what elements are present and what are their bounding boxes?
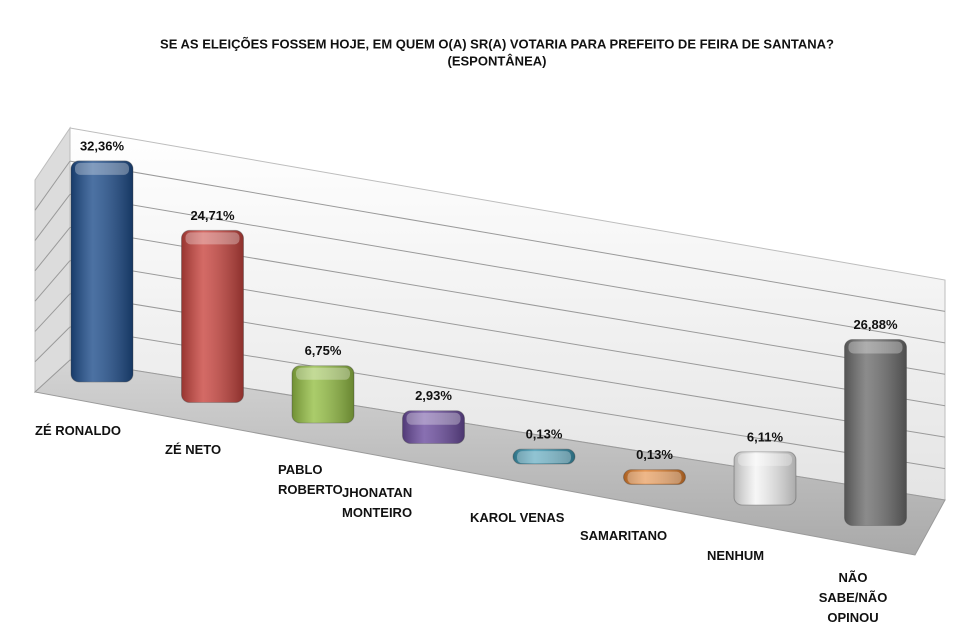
wall-line <box>34 260 71 302</box>
category-label: NENHUM <box>707 548 765 563</box>
wall-line <box>34 227 71 272</box>
wall-line <box>69 160 946 312</box>
bar-top <box>738 453 792 466</box>
value-label: 6,75% <box>305 343 342 358</box>
chart-title: SE AS ELEIÇÕES FOSSEM HOJE, EM QUEM O(A)… <box>160 36 834 51</box>
wall-line <box>34 160 71 211</box>
bar-top <box>75 162 129 175</box>
category-label: KAROL VENAS <box>470 510 565 525</box>
category-label: ZÉ NETO <box>165 442 222 457</box>
wall-line <box>34 293 71 332</box>
bar-top <box>296 367 350 380</box>
bar-shade <box>513 449 575 464</box>
category-label: JHONATAN MONTEIRO <box>342 485 413 520</box>
category-label: NÃO SABE/NÃO OPINOU <box>818 570 888 625</box>
bar-shade <box>292 365 354 423</box>
side-wall <box>34 126 71 394</box>
bar-shade <box>734 451 796 505</box>
value-label: 2,93% <box>415 388 452 403</box>
category-label: SAMARITANO <box>580 528 668 543</box>
bar-shade <box>181 230 244 403</box>
bar-shade <box>844 339 907 526</box>
category-label: ZÉ RONALDO <box>35 423 121 438</box>
wall-line <box>34 193 71 241</box>
bar-top <box>517 451 571 464</box>
bar-top <box>627 471 682 484</box>
bar-top <box>185 232 240 245</box>
chart-subtitle: (ESPONTÂNEA) <box>448 53 547 68</box>
value-label: 24,71% <box>190 208 235 223</box>
value-label: 0,13% <box>526 427 563 442</box>
bar-top <box>406 412 461 425</box>
floor <box>33 359 946 556</box>
bar-top <box>848 341 903 354</box>
category-label: PABLO ROBERTO <box>278 462 343 497</box>
bar-shade <box>623 469 686 485</box>
bar-shade <box>402 410 465 444</box>
value-label: 0,13% <box>636 447 673 462</box>
wall-line <box>34 326 71 363</box>
value-label: 26,88% <box>853 317 898 332</box>
value-label: 32,36% <box>80 138 125 153</box>
value-label: 6,11% <box>747 429 784 444</box>
bar-shade <box>71 160 133 382</box>
wall-line <box>69 193 946 344</box>
